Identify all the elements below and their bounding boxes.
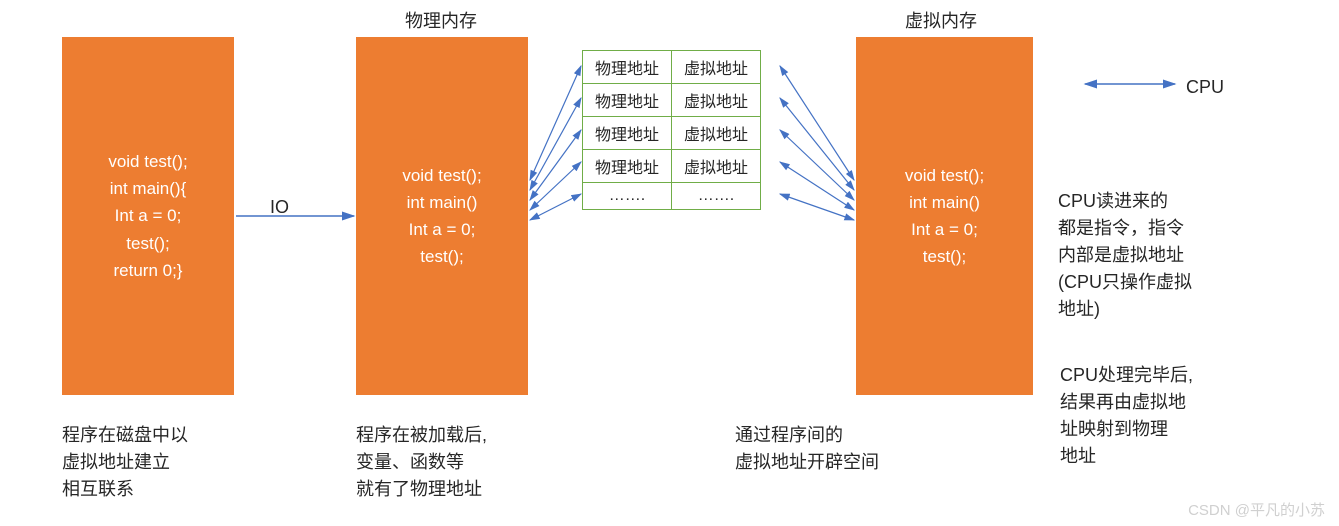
virtual-memory-box: void test(); int main() Int a = 0; test(… bbox=[856, 37, 1033, 395]
address-mapping-table: 物理地址 虚拟地址 物理地址 虚拟地址 物理地址 虚拟地址 物理地址 虚拟地址 … bbox=[582, 50, 761, 210]
table-row: 物理地址 虚拟地址 bbox=[583, 84, 761, 117]
cell-phys: 物理地址 bbox=[583, 117, 672, 150]
physical-memory-title: 物理内存 bbox=[405, 8, 477, 35]
io-label: IO bbox=[270, 194, 289, 221]
disk-caption: 程序在磁盘中以 虚拟地址建立 相互联系 bbox=[62, 422, 188, 503]
code-line: void test(); bbox=[402, 162, 481, 189]
cell-phys: 物理地址 bbox=[583, 150, 672, 183]
cell-phys: 物理地址 bbox=[583, 84, 672, 117]
table-row: 物理地址 虚拟地址 bbox=[583, 117, 761, 150]
table-row: 物理地址 虚拟地址 bbox=[583, 51, 761, 84]
code-line: return 0;} bbox=[114, 257, 183, 284]
code-line: int main() bbox=[407, 189, 478, 216]
table-to-virt-arrow bbox=[780, 98, 854, 190]
cell-virt: 虚拟地址 bbox=[672, 84, 761, 117]
cell-ellipsis: ……. bbox=[583, 183, 672, 210]
phys-caption: 程序在被加载后, 变量、函数等 就有了物理地址 bbox=[356, 422, 487, 503]
table-to-virt-arrow bbox=[780, 194, 854, 220]
virt-caption: 通过程序间的 虚拟地址开辟空间 bbox=[735, 422, 879, 476]
cell-virt: 虚拟地址 bbox=[672, 51, 761, 84]
cell-phys: 物理地址 bbox=[583, 51, 672, 84]
code-line: test(); bbox=[126, 230, 169, 257]
code-line: test(); bbox=[923, 243, 966, 270]
table-row: 物理地址 虚拟地址 bbox=[583, 150, 761, 183]
phys-to-table-arrow bbox=[530, 98, 581, 190]
table-to-virt-arrow bbox=[780, 130, 854, 200]
cell-virt: 虚拟地址 bbox=[672, 117, 761, 150]
disk-program-box: void test(); int main(){ Int a = 0; test… bbox=[62, 37, 234, 395]
code-line: int main(){ bbox=[110, 175, 187, 202]
phys-to-table-arrow bbox=[530, 194, 581, 220]
cell-ellipsis: ……. bbox=[672, 183, 761, 210]
code-line: void test(); bbox=[108, 148, 187, 175]
code-line: Int a = 0; bbox=[911, 216, 978, 243]
table-to-virt-arrow bbox=[780, 162, 854, 210]
cpu-note-2: CPU处理完毕后, 结果再由虚拟地 址映射到物理 地址 bbox=[1060, 362, 1193, 470]
code-line: Int a = 0; bbox=[115, 202, 182, 229]
phys-to-table-arrow bbox=[530, 130, 581, 200]
cpu-label: CPU bbox=[1186, 74, 1224, 101]
virtual-memory-title: 虚拟内存 bbox=[905, 8, 977, 35]
phys-to-table-arrow bbox=[530, 162, 581, 210]
code-line: int main() bbox=[909, 189, 980, 216]
code-line: Int a = 0; bbox=[409, 216, 476, 243]
phys-to-table-arrow bbox=[530, 66, 581, 180]
cpu-note-1: CPU读进来的 都是指令，指令 内部是虚拟地址 (CPU只操作虚拟 地址) bbox=[1058, 188, 1192, 323]
code-line: void test(); bbox=[905, 162, 984, 189]
code-line: test(); bbox=[420, 243, 463, 270]
physical-memory-box: void test(); int main() Int a = 0; test(… bbox=[356, 37, 528, 395]
cell-virt: 虚拟地址 bbox=[672, 150, 761, 183]
table-to-virt-arrow bbox=[780, 66, 854, 180]
table-row: ……. ……. bbox=[583, 183, 761, 210]
watermark: CSDN @平凡的小苏 bbox=[1188, 499, 1325, 520]
